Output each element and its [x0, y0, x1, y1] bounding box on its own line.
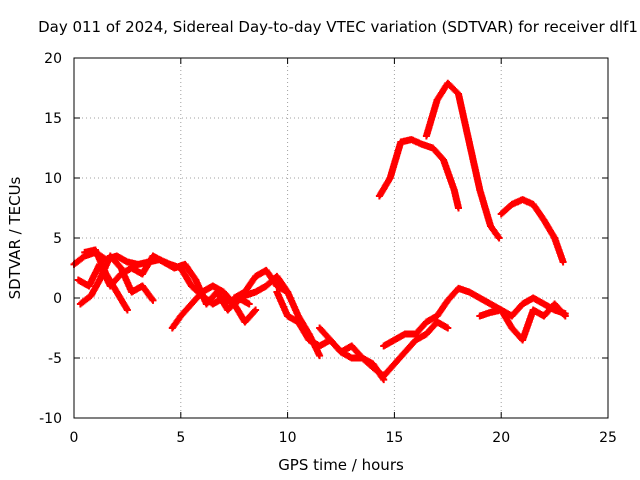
series-track-h: [316, 318, 452, 380]
series-track-f: [230, 266, 324, 360]
y-tick-label: 20: [44, 51, 62, 67]
y-tick-label: 10: [44, 171, 62, 187]
chart-title: Day 011 of 2024, Sidereal Day-to-day VTE…: [38, 18, 638, 36]
series-markers: [497, 196, 567, 266]
x-tick-label: 25: [599, 430, 617, 446]
series-track-d: [74, 252, 253, 314]
x-tick-label: 10: [279, 430, 297, 446]
x-tick-label: 15: [385, 430, 403, 446]
y-tick-label: 5: [53, 231, 62, 247]
axis-ticks: 0 5 10 15 20 25 -10 -5 0 5 10 15 20: [39, 51, 617, 446]
x-tick-label: 0: [70, 430, 79, 446]
series-track-e: [168, 282, 260, 332]
y-tick-label: -10: [39, 411, 62, 427]
series-track-m: [476, 300, 569, 344]
y-tick-label: -5: [48, 351, 62, 367]
series-markers: [316, 318, 452, 380]
x-axis-label: GPS time / hours: [278, 456, 404, 474]
grid-lines: [74, 58, 608, 418]
series-markers: [230, 266, 324, 360]
y-axis-label: SDTVAR / TECUs: [6, 176, 24, 299]
series-markers: [168, 282, 260, 332]
series-track-l: [497, 196, 567, 266]
series-markers: [74, 252, 253, 314]
series-track-k: [422, 79, 503, 242]
plot-area: [70, 79, 569, 384]
x-tick-label: 5: [176, 430, 185, 446]
y-tick-label: 15: [44, 111, 62, 127]
series-markers: [422, 79, 503, 242]
series-markers: [375, 136, 462, 212]
y-tick-label: 0: [53, 291, 62, 307]
series-track-j: [375, 136, 462, 212]
x-tick-label: 20: [492, 430, 510, 446]
series-markers: [476, 300, 569, 344]
